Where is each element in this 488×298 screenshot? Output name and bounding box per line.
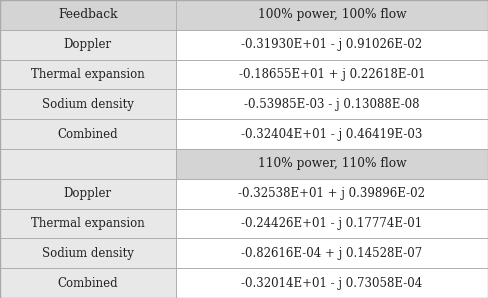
- Text: Thermal expansion: Thermal expansion: [31, 217, 145, 230]
- Text: -0.32014E+01 - j 0.73058E-04: -0.32014E+01 - j 0.73058E-04: [241, 277, 423, 290]
- Text: Thermal expansion: Thermal expansion: [31, 68, 145, 81]
- Bar: [0, 30, 176, 60]
- Text: -0.32404E+01 - j 0.46419E-03: -0.32404E+01 - j 0.46419E-03: [241, 128, 423, 141]
- Bar: [176, 209, 488, 238]
- Text: Doppler: Doppler: [64, 38, 112, 51]
- Text: Doppler: Doppler: [64, 187, 112, 200]
- Text: 110% power, 110% flow: 110% power, 110% flow: [258, 157, 406, 170]
- Bar: [176, 30, 488, 60]
- Bar: [0, 209, 176, 238]
- Bar: [176, 238, 488, 268]
- Text: -0.53985E-03 - j 0.13088E-08: -0.53985E-03 - j 0.13088E-08: [244, 98, 420, 111]
- Bar: [0, 179, 176, 209]
- Text: Combined: Combined: [58, 277, 118, 290]
- Text: -0.82616E-04 + j 0.14528E-07: -0.82616E-04 + j 0.14528E-07: [241, 247, 423, 260]
- Text: 100% power, 100% flow: 100% power, 100% flow: [258, 8, 406, 21]
- Text: -0.24426E+01 - j 0.17774E-01: -0.24426E+01 - j 0.17774E-01: [241, 217, 423, 230]
- Bar: [176, 179, 488, 209]
- Text: Sodium density: Sodium density: [42, 98, 134, 111]
- Bar: [0, 149, 176, 179]
- Bar: [176, 268, 488, 298]
- Bar: [0, 0, 488, 30]
- Text: Combined: Combined: [58, 128, 118, 141]
- Bar: [176, 119, 488, 149]
- Bar: [0, 89, 176, 119]
- Bar: [0, 149, 488, 179]
- Text: Sodium density: Sodium density: [42, 247, 134, 260]
- Text: Feedback: Feedback: [58, 8, 118, 21]
- Bar: [0, 60, 176, 89]
- Text: -0.31930E+01 - j 0.91026E-02: -0.31930E+01 - j 0.91026E-02: [241, 38, 423, 51]
- Bar: [176, 89, 488, 119]
- Bar: [176, 149, 488, 179]
- Bar: [0, 119, 176, 149]
- Bar: [176, 60, 488, 89]
- Bar: [0, 268, 176, 298]
- Text: -0.18655E+01 + j 0.22618E-01: -0.18655E+01 + j 0.22618E-01: [239, 68, 425, 81]
- Bar: [0, 238, 176, 268]
- Text: -0.32538E+01 + j 0.39896E-02: -0.32538E+01 + j 0.39896E-02: [238, 187, 426, 200]
